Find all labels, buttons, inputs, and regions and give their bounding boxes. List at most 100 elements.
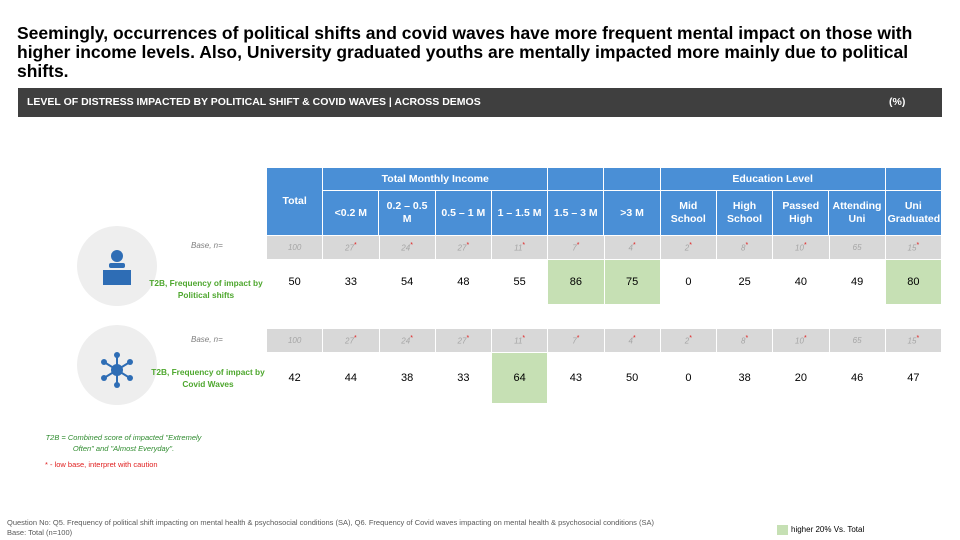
base-cell: 10* — [772, 328, 830, 353]
base-value: 100 — [287, 243, 302, 252]
col-header: High School — [715, 190, 774, 236]
page-headline: Seemingly, occurrences of political shif… — [17, 23, 913, 81]
base-cell: 2* — [659, 328, 718, 353]
low-base-marker: * — [632, 335, 636, 343]
values-row-covid: 42 44 38 33 64 43 50 0 38 20 46 47 — [265, 352, 943, 404]
value-cell: 44 — [322, 352, 380, 404]
value-cell: 0 — [659, 352, 718, 404]
value-cell: 20 — [772, 352, 830, 404]
low-base-marker: * — [632, 242, 636, 250]
base-cell: 65 — [828, 328, 886, 353]
base-cell: 7* — [547, 235, 605, 260]
base-value: 4 — [628, 243, 633, 253]
base-value: 15 — [907, 243, 917, 253]
base-row-political: 100 27* 24* 27* 11* 7* 4* 2* 8* 10* 65 15* — [265, 235, 943, 260]
low-base-marker: * — [803, 242, 807, 250]
col-header: 1.5 – 3 M — [547, 190, 605, 236]
base-value: 24 — [401, 336, 411, 346]
value-cell: 0 — [659, 259, 718, 305]
row-label-covid: T2B, Frequency of impact by Covid Waves — [151, 367, 265, 389]
base-value: 24 — [401, 243, 411, 253]
low-base-marker: * — [745, 335, 749, 343]
low-base-marker: * — [803, 335, 807, 343]
base-cell: 65 — [828, 235, 886, 260]
group-header-education: Education Level — [659, 167, 886, 191]
base-value: 8 — [741, 243, 746, 253]
value-cell: 42 — [265, 352, 324, 404]
base-value: 10 — [795, 243, 804, 253]
values-row-political: 50 33 54 48 55 86 75 0 25 40 49 80 — [265, 259, 943, 305]
low-base-marker: * — [916, 335, 920, 343]
base-cell: 27* — [322, 235, 380, 260]
base-value: 27 — [457, 243, 467, 253]
value-cell: 80 — [884, 259, 943, 305]
value-cell: 38 — [715, 352, 774, 404]
low-base-note: * - low base, interpret with caution — [45, 460, 158, 469]
base-row-covid: 100 27* 24* 27* 11* 7* 4* 2* 8* 10* 65 15* — [265, 328, 943, 353]
base-value: 65 — [852, 336, 862, 345]
col-header: 0.5 – 1 M — [434, 190, 492, 236]
base-label-covid: Base, n= — [191, 335, 223, 344]
base-value: 27 — [457, 336, 467, 346]
low-base-marker: * — [689, 335, 692, 343]
base-cell: 100 — [265, 235, 324, 260]
low-base-marker: * — [353, 335, 357, 343]
value-cell: 86 — [547, 259, 605, 305]
low-base-marker: * — [466, 335, 470, 343]
low-base-marker: * — [576, 335, 580, 343]
low-base-marker: * — [466, 242, 470, 250]
base-value: 2 — [684, 336, 690, 346]
group-header-spacer-3 — [884, 167, 943, 191]
group-header-income: Total Monthly Income — [322, 167, 549, 191]
col-header: Mid School — [659, 190, 717, 236]
base-value: 27 — [345, 336, 354, 346]
virus-network-icon — [101, 352, 133, 388]
base-cell: 27* — [322, 328, 380, 353]
group-header-spacer-2 — [603, 167, 661, 191]
base-value: 11 — [514, 243, 523, 253]
low-base-marker: * — [522, 242, 526, 250]
base-value: 7 — [572, 336, 577, 346]
value-cell: 33 — [434, 352, 493, 404]
base-cell: 8* — [715, 328, 774, 353]
value-cell: 50 — [603, 352, 661, 404]
base-cell: 11* — [490, 328, 549, 353]
base-cell: 24* — [378, 235, 436, 260]
base-value: 100 — [287, 336, 302, 345]
low-base-marker: * — [689, 242, 692, 250]
base-value: 7 — [572, 243, 577, 253]
base-value: 2 — [684, 243, 690, 253]
value-cell: 47 — [884, 352, 943, 404]
value-cell: 25 — [715, 259, 774, 305]
base-cell: 27* — [434, 235, 493, 260]
value-cell: 49 — [828, 259, 886, 305]
base-value: 8 — [741, 336, 746, 346]
value-cell: 75 — [603, 259, 661, 305]
value-cell: 50 — [265, 259, 324, 305]
covid-table: 100 27* 24* 27* 11* 7* 4* 2* 8* 10* 65 15* 42 44 38 33… — [265, 328, 943, 404]
value-cell: 46 — [828, 352, 886, 404]
base-cell: 24* — [378, 328, 436, 353]
row-label-political: T2B, Frequency of impact by Political sh… — [149, 278, 263, 300]
footer-base: Base: Total (n=100) — [7, 528, 73, 537]
legend-swatch — [777, 525, 788, 535]
low-base-marker: * — [410, 335, 413, 343]
base-cell: 2* — [659, 235, 718, 260]
base-cell: 100 — [265, 328, 324, 353]
base-cell: 8* — [715, 235, 774, 260]
low-base-marker: * — [353, 242, 357, 250]
col-header: <0.2 M — [322, 190, 380, 236]
value-cell: 40 — [772, 259, 830, 305]
low-base-marker: * — [916, 242, 920, 250]
base-value: 10 — [795, 336, 804, 346]
banner-title: LEVEL OF DISTRESS IMPACTED BY POLITICAL … — [27, 96, 481, 108]
base-value: 15 — [907, 336, 917, 346]
value-cell: 54 — [378, 259, 436, 305]
base-value: 27 — [345, 243, 354, 253]
footer: Question No: Q5. Frequency of political … — [7, 518, 654, 538]
low-base-marker: * — [410, 242, 413, 250]
base-cell: 27* — [434, 328, 493, 353]
section-banner: LEVEL OF DISTRESS IMPACTED BY POLITICAL … — [18, 88, 942, 117]
col-header: 1 – 1.5 M — [490, 190, 549, 236]
value-cell: 38 — [378, 352, 436, 404]
